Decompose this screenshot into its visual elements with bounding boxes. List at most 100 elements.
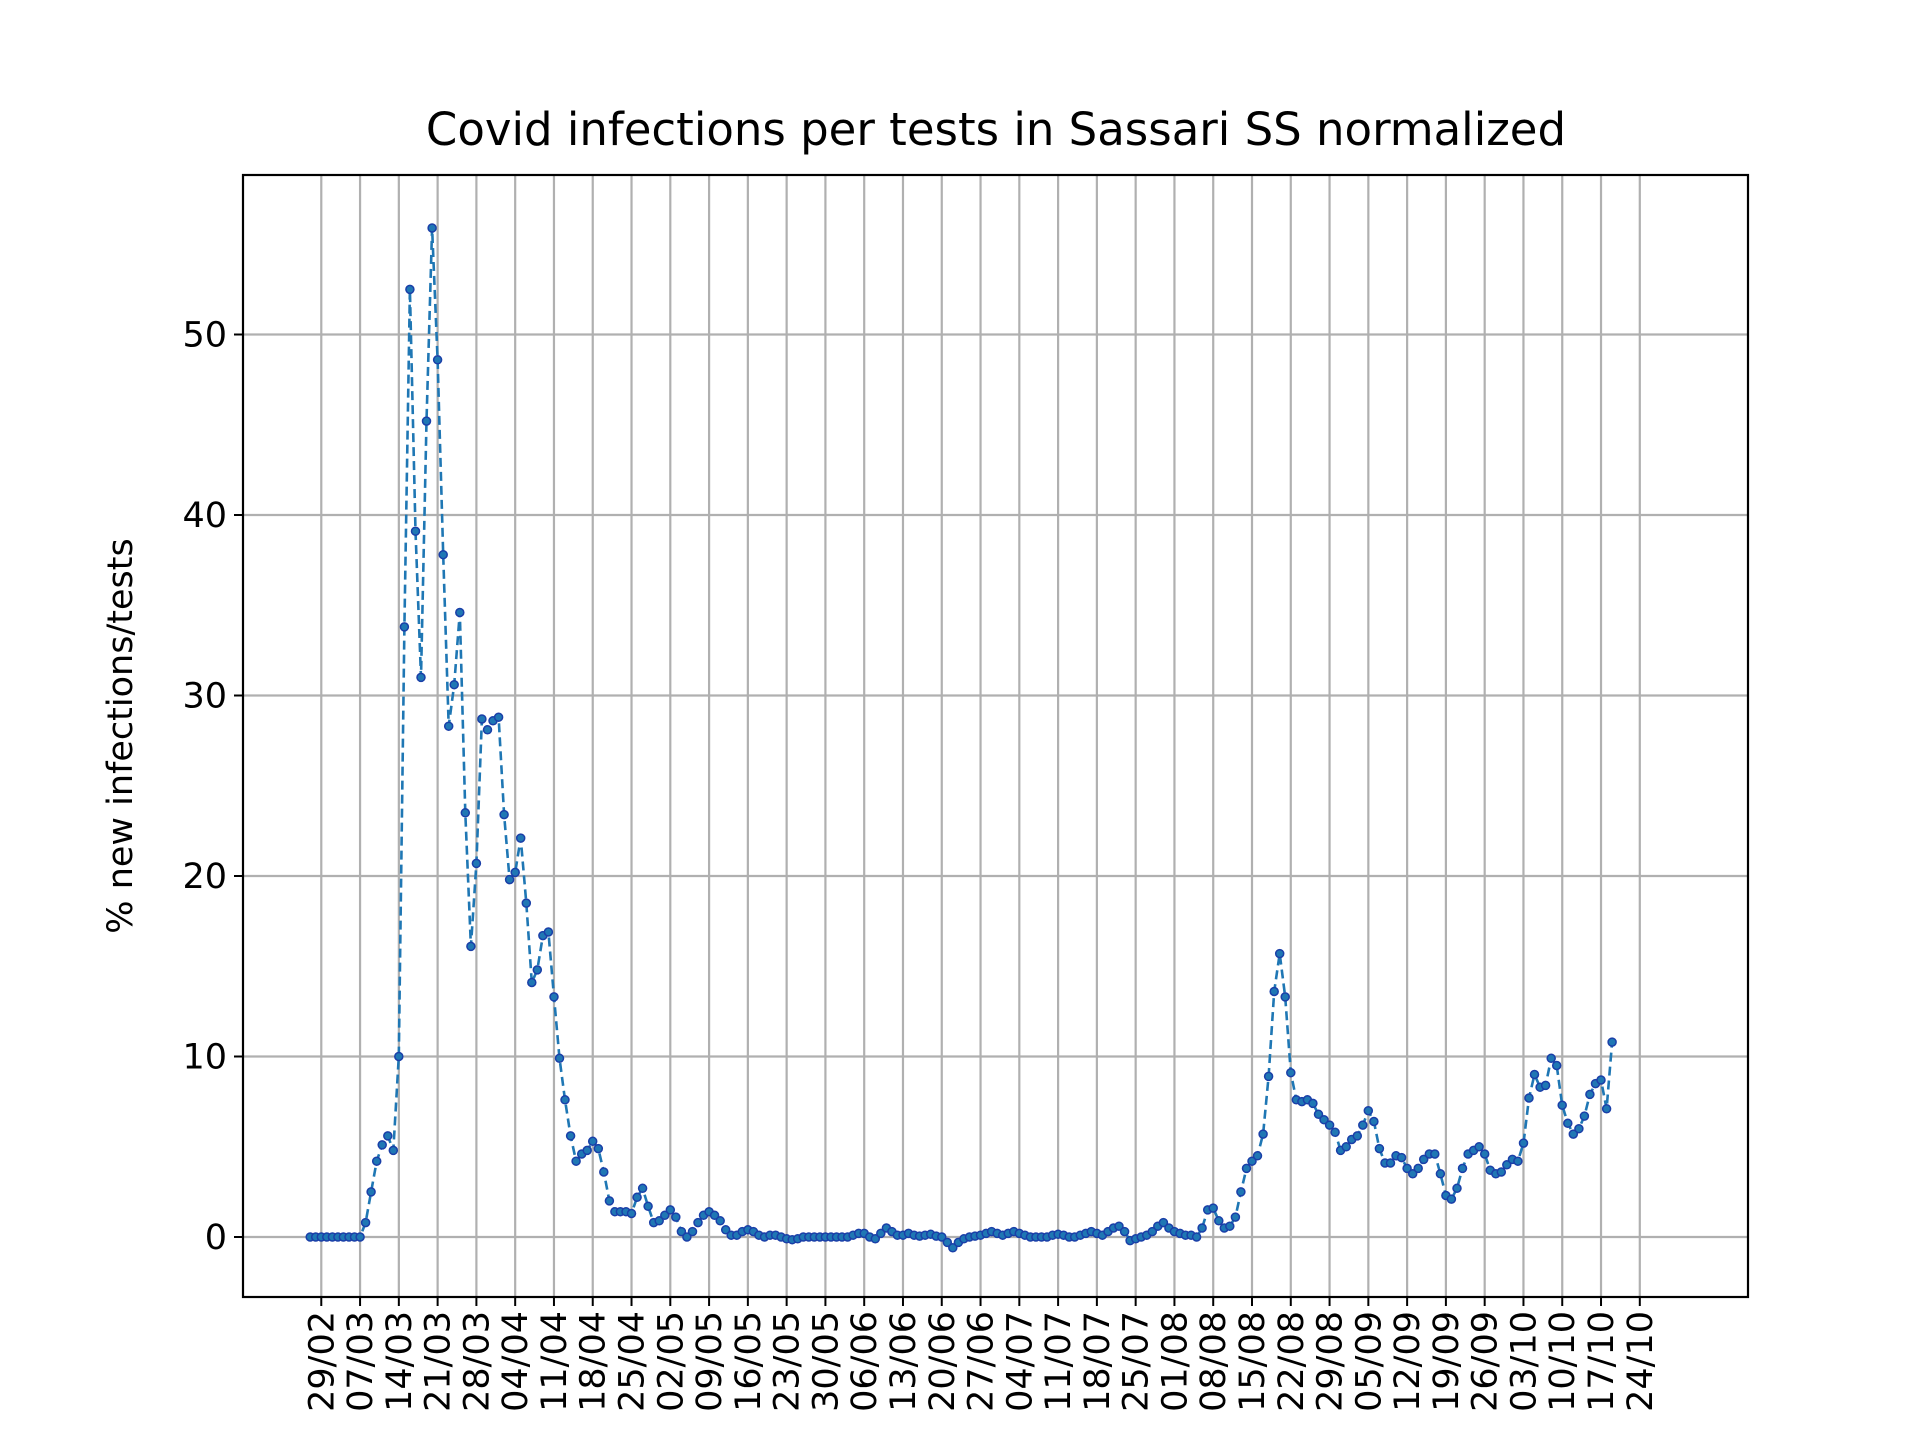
data-point xyxy=(1385,1158,1396,1168)
data-point xyxy=(720,1225,731,1235)
data-point xyxy=(504,874,515,885)
chart-title: Covid infections per tests in Sassari SS… xyxy=(426,103,1566,156)
data-point xyxy=(366,1187,376,1197)
plot-frame xyxy=(241,173,1750,1299)
data-point xyxy=(388,1145,399,1156)
x-tick-label: 05/09 xyxy=(1349,1311,1389,1412)
data-point xyxy=(1540,1080,1551,1091)
x-tick-label: 09/05 xyxy=(690,1311,730,1412)
data-point xyxy=(632,1192,642,1203)
x-tick-label: 29/02 xyxy=(302,1311,342,1412)
data-point xyxy=(1413,1163,1423,1174)
data-point xyxy=(1241,1163,1252,1174)
data-point xyxy=(527,977,537,988)
grid-layer xyxy=(243,175,1748,1297)
data-point xyxy=(715,1216,725,1226)
data-point xyxy=(1518,1138,1529,1148)
data-point xyxy=(1214,1216,1224,1226)
data-point xyxy=(942,1237,953,1248)
data-point xyxy=(1529,1069,1540,1080)
data-point xyxy=(1596,1075,1606,1085)
x-tick-label: 06/06 xyxy=(845,1311,885,1412)
data-point xyxy=(604,1196,615,1206)
data-point xyxy=(1607,1037,1617,1047)
x-axis: 29/0207/0314/0321/0328/0304/0411/0418/04… xyxy=(302,1297,1661,1412)
data-point xyxy=(876,1228,886,1239)
data-point xyxy=(693,1217,703,1228)
data-point xyxy=(1546,1053,1556,1064)
x-tick-label: 30/05 xyxy=(806,1311,846,1412)
y-tick-label: 10 xyxy=(182,1038,227,1078)
data-point xyxy=(421,416,432,426)
y-tick-label: 0 xyxy=(205,1218,227,1258)
x-tick-label: 25/04 xyxy=(613,1311,653,1412)
x-tick-label: 12/09 xyxy=(1388,1311,1428,1412)
data-point xyxy=(1330,1127,1340,1138)
y-tick-label: 40 xyxy=(182,496,227,536)
x-tick-label: 08/08 xyxy=(1194,1311,1234,1412)
data-point xyxy=(1324,1120,1335,1130)
data-point xyxy=(394,1051,404,1062)
x-tick-label: 28/03 xyxy=(457,1311,497,1412)
data-point xyxy=(1446,1194,1457,1204)
y-tick-label: 20 xyxy=(182,857,227,897)
x-tick-label: 29/08 xyxy=(1311,1311,1351,1412)
data-point xyxy=(399,622,410,632)
data-point xyxy=(1502,1160,1512,1170)
data-point xyxy=(665,1205,676,1215)
data-point xyxy=(438,549,448,560)
data-point xyxy=(377,1140,387,1150)
data-point xyxy=(1396,1152,1407,1163)
data-point xyxy=(355,1232,365,1242)
data-point xyxy=(571,1156,581,1166)
data-point xyxy=(521,898,532,908)
data-point xyxy=(582,1145,592,1156)
x-tick-label: 07/03 xyxy=(341,1311,381,1412)
data-point xyxy=(1418,1154,1429,1165)
data-point xyxy=(1579,1111,1590,1121)
x-tick-label: 16/05 xyxy=(729,1311,769,1412)
x-tick-label: 11/04 xyxy=(535,1311,575,1412)
data-point xyxy=(432,355,443,365)
data-point xyxy=(1119,1226,1130,1237)
data-point xyxy=(1236,1187,1246,1197)
data-point xyxy=(1402,1163,1412,1174)
data-point xyxy=(1513,1156,1523,1166)
data-point xyxy=(1191,1232,1202,1242)
data-point xyxy=(410,526,421,536)
data-point xyxy=(587,1136,598,1147)
x-tick-label: 18/07 xyxy=(1078,1311,1118,1412)
data-point xyxy=(1114,1221,1124,1231)
data-point xyxy=(1269,986,1279,997)
series-line xyxy=(310,227,1614,1250)
data-point xyxy=(709,1210,720,1221)
data-point xyxy=(1601,1104,1612,1114)
data-point xyxy=(449,679,459,690)
data-point xyxy=(1479,1149,1490,1159)
data-point xyxy=(455,607,465,618)
data-point xyxy=(643,1201,653,1212)
data-point xyxy=(1225,1221,1235,1231)
data-point xyxy=(360,1217,371,1228)
data-point xyxy=(371,1156,382,1166)
data-point xyxy=(1557,1100,1567,1110)
series-layer xyxy=(305,223,1617,1253)
data-point xyxy=(687,1226,698,1237)
x-tick-label: 04/04 xyxy=(496,1311,536,1412)
data-point xyxy=(549,992,559,1002)
x-tick-label: 18/04 xyxy=(574,1311,614,1412)
x-tick-label: 24/10 xyxy=(1621,1311,1661,1412)
data-point xyxy=(1274,948,1285,959)
data-point xyxy=(1563,1118,1573,1129)
data-point xyxy=(1524,1093,1534,1103)
data-point xyxy=(554,1053,565,1064)
data-point xyxy=(1286,1067,1296,1078)
x-tick-label: 20/06 xyxy=(923,1311,963,1412)
data-point xyxy=(937,1232,947,1242)
data-point xyxy=(1158,1217,1169,1228)
x-tick-label: 13/06 xyxy=(884,1311,924,1412)
data-point xyxy=(660,1210,670,1221)
data-point xyxy=(482,725,493,735)
data-point xyxy=(1585,1089,1595,1100)
